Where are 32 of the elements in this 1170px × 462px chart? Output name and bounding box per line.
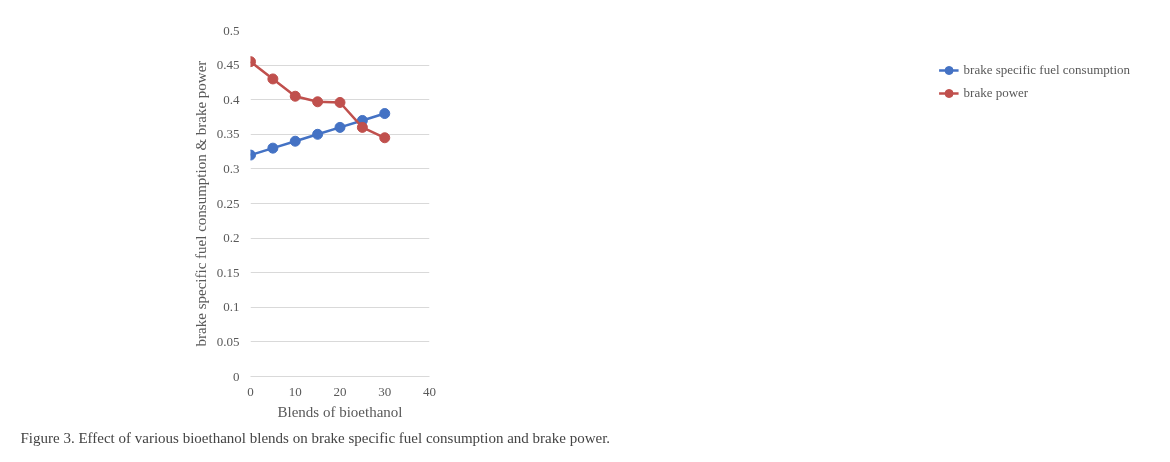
point: [289, 90, 301, 102]
y-tick-label: 0: [233, 368, 240, 384]
y-tick-label: 0.25: [216, 195, 240, 211]
y-tick-label: 0.5: [223, 22, 240, 38]
y-tick-label: 0.35: [216, 126, 240, 142]
y-tick-label: 0.05: [216, 333, 240, 349]
point: [356, 121, 368, 133]
y-tick-label: 0.3: [223, 160, 240, 176]
point: [289, 135, 301, 147]
point: [312, 128, 324, 140]
x-tick-label: 20: [333, 383, 347, 399]
x-tick-label: 0: [247, 383, 254, 399]
x-tick-label: 40: [423, 383, 436, 399]
y-tick-label: 0.45: [216, 57, 240, 73]
y-tick-label: 0.1: [223, 299, 240, 315]
point: [379, 108, 391, 120]
point: [312, 96, 324, 108]
x-tick-label: 30: [378, 383, 392, 399]
y-tick-label: 0.2: [223, 230, 240, 246]
point: [267, 142, 279, 154]
point: [379, 132, 391, 144]
point: [334, 96, 346, 108]
x-axis-title: Blends of bioethanol: [277, 403, 403, 420]
caption: Figure 3. Effect of various bioethanol blends on brake specific fuel consumption and brake power.: [20, 429, 611, 446]
point: [267, 73, 279, 85]
legend-label: brake specific fuel consumption: [963, 62, 1130, 78]
y-tick-label: 0.4: [223, 91, 240, 107]
y-axis-title: brake specific fuel consumption & brake power: [192, 60, 209, 347]
y-tick-label: 0.15: [216, 264, 240, 280]
legend-label: brake power: [963, 85, 1029, 101]
point: [334, 121, 346, 133]
x-tick-label: 10: [288, 383, 302, 399]
